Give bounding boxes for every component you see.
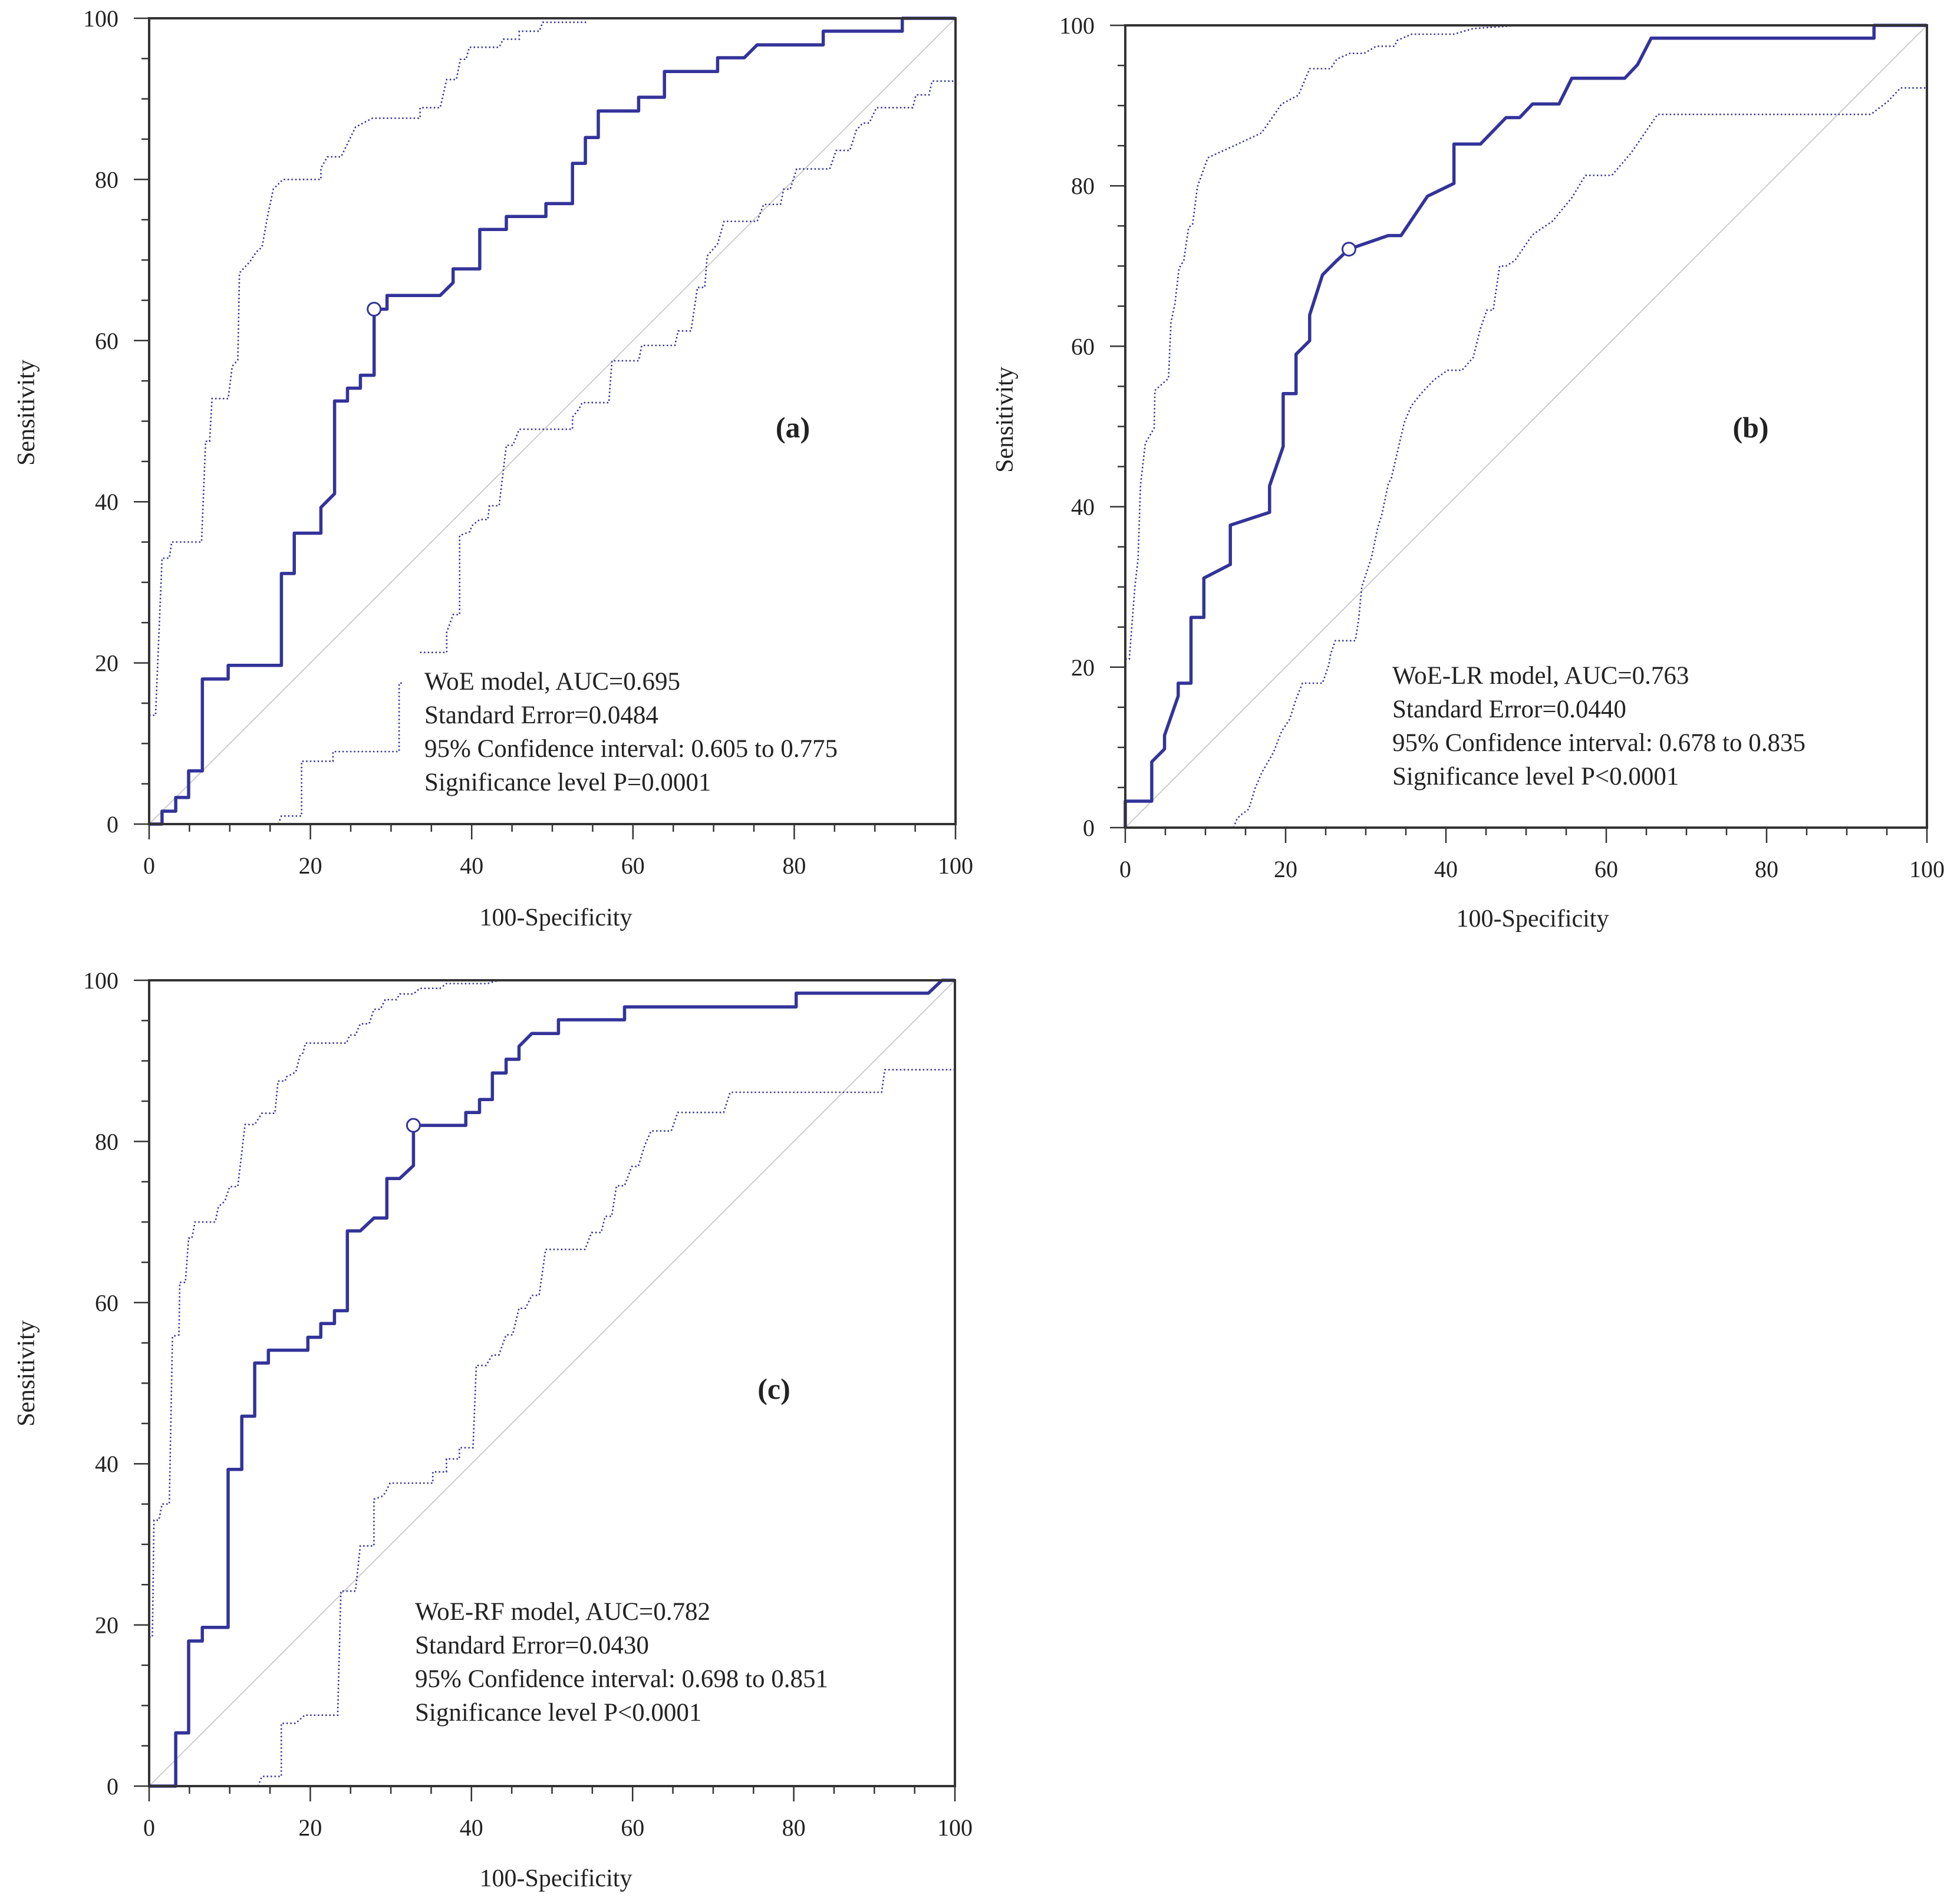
x-tick-label: 20 bbox=[298, 1814, 322, 1841]
axes-c: 0 20 40 60 80 100 0 20 40 60 80 100 bbox=[83, 967, 973, 1841]
x-tick-label: 0 bbox=[1119, 856, 1131, 882]
stat-line-standard-error: Standard Error=0.0484 bbox=[424, 701, 658, 729]
y-axis-label: Sensitivity bbox=[13, 1320, 40, 1427]
x-tick-label: 60 bbox=[621, 852, 645, 879]
x-tick-label: 40 bbox=[460, 852, 483, 879]
stat-line-confidence-interval: 95% Confidence interval: 0.605 to 0.775 bbox=[424, 735, 838, 763]
y-axis-label: Sensitivity bbox=[991, 367, 1019, 473]
y-tick-label: 60 bbox=[1071, 333, 1095, 360]
roc-curve bbox=[149, 17, 956, 826]
stat-line-significance: Significance level P<0.0001 bbox=[1392, 763, 1679, 790]
y-tick-label: 20 bbox=[95, 650, 118, 677]
stat-line-auc: WoE-LR model, AUC=0.763 bbox=[1392, 662, 1689, 690]
panel-label: (c) bbox=[757, 1372, 790, 1405]
y-tick-label: 80 bbox=[1071, 173, 1095, 199]
x-tick-label: 40 bbox=[1434, 856, 1458, 882]
x-tick-label: 100 bbox=[1909, 856, 1945, 882]
roc-panel-b: 0 20 40 60 80 100 0 20 40 60 80 100 (b) 100-Specific… bbox=[978, 0, 1957, 949]
y-tick-label: 0 bbox=[1083, 815, 1095, 841]
stat-line-significance: Significance level P<0.0001 bbox=[415, 1699, 701, 1727]
x-tick-label: 60 bbox=[621, 1814, 644, 1841]
roc-chart-a: 0 20 40 60 80 100 0 20 40 60 80 100 (a) 100-Specific… bbox=[13, 5, 973, 931]
roc-panel-a: 0 20 40 60 80 100 0 20 40 60 80 100 (a) 100-Specific… bbox=[0, 0, 978, 949]
x-tick-label: 80 bbox=[1755, 856, 1778, 882]
y-tick-label: 20 bbox=[95, 1612, 118, 1639]
y-tick-label: 100 bbox=[1059, 12, 1095, 39]
reference-diagonal bbox=[149, 18, 956, 825]
x-tick-label: 100 bbox=[937, 1814, 973, 1841]
y-tick-label: 80 bbox=[95, 166, 118, 193]
x-tick-label: 80 bbox=[782, 852, 806, 879]
upper-ci-curve bbox=[1125, 24, 1520, 660]
stat-line-auc: WoE-RF model, AUC=0.782 bbox=[415, 1598, 710, 1626]
x-tick-label: 80 bbox=[782, 1814, 806, 1841]
axes-a: 0 20 40 60 80 100 0 20 40 60 80 100 bbox=[83, 5, 973, 879]
panel-label: (b) bbox=[1732, 411, 1768, 444]
x-tick-label: 60 bbox=[1594, 856, 1618, 882]
criterion-marker bbox=[406, 1118, 421, 1133]
stat-line-confidence-interval: 95% Confidence interval: 0.678 to 0.835 bbox=[1392, 729, 1806, 757]
roc-chart-b: 0 20 40 60 80 100 0 20 40 60 80 100 (b) 100-Specific… bbox=[991, 12, 1945, 933]
axes-b: 0 20 40 60 80 100 0 20 40 60 80 100 bbox=[1059, 12, 1945, 882]
lower-ci-curve bbox=[257, 1069, 955, 1787]
y-tick-label: 20 bbox=[1071, 654, 1095, 681]
lower-ci-curve bbox=[277, 682, 403, 825]
reference-diagonal bbox=[1125, 25, 1928, 828]
y-tick-label: 40 bbox=[95, 1451, 118, 1477]
x-tick-label: 100 bbox=[938, 852, 973, 879]
x-tick-label: 0 bbox=[143, 1814, 155, 1841]
stat-line-auc: WoE model, AUC=0.695 bbox=[424, 668, 680, 696]
y-tick-label: 100 bbox=[83, 967, 118, 994]
x-axis-label: 100-Specificity bbox=[480, 1865, 632, 1892]
x-tick-label: 20 bbox=[299, 852, 322, 879]
lower-ci-curve bbox=[1233, 87, 1927, 828]
reference-diagonal bbox=[149, 980, 956, 1787]
x-tick-label: 20 bbox=[1274, 856, 1297, 882]
y-tick-label: 0 bbox=[107, 811, 118, 838]
x-tick-label: 40 bbox=[460, 1814, 483, 1841]
roc-curve bbox=[149, 979, 955, 1788]
x-tick-label: 0 bbox=[143, 852, 155, 879]
y-tick-label: 40 bbox=[1071, 494, 1095, 521]
x-axis-label: 100-Specificity bbox=[480, 904, 632, 931]
lower-ci-curve bbox=[420, 80, 956, 654]
roc-panel-c: 0 20 40 60 80 100 0 20 40 60 80 100 (c) 100-Specific… bbox=[0, 949, 978, 1904]
x-axis-label: 100-Specificity bbox=[1457, 905, 1609, 933]
y-tick-label: 100 bbox=[83, 5, 118, 32]
stat-line-confidence-interval: 95% Confidence interval: 0.698 to 0.851 bbox=[415, 1665, 828, 1693]
roc-chart-c: 0 20 40 60 80 100 0 20 40 60 80 100 (c) 100-Specific… bbox=[13, 967, 973, 1892]
y-tick-label: 80 bbox=[95, 1128, 118, 1155]
stat-line-standard-error: Standard Error=0.0430 bbox=[415, 1632, 649, 1659]
panel-label: (a) bbox=[776, 411, 810, 444]
y-tick-label: 40 bbox=[95, 489, 118, 515]
stat-line-significance: Significance level P=0.0001 bbox=[424, 769, 711, 796]
y-tick-label: 60 bbox=[95, 1290, 118, 1316]
criterion-marker bbox=[1341, 242, 1356, 257]
upper-ci-curve bbox=[149, 979, 499, 1638]
roc-curve bbox=[1124, 24, 1927, 828]
stat-line-standard-error: Standard Error=0.0440 bbox=[1392, 696, 1626, 723]
y-tick-label: 0 bbox=[107, 1773, 118, 1800]
criterion-marker bbox=[367, 301, 382, 317]
y-axis-label: Sensitivity bbox=[13, 360, 40, 466]
upper-ci-curve bbox=[149, 17, 705, 716]
y-tick-label: 60 bbox=[95, 328, 118, 354]
